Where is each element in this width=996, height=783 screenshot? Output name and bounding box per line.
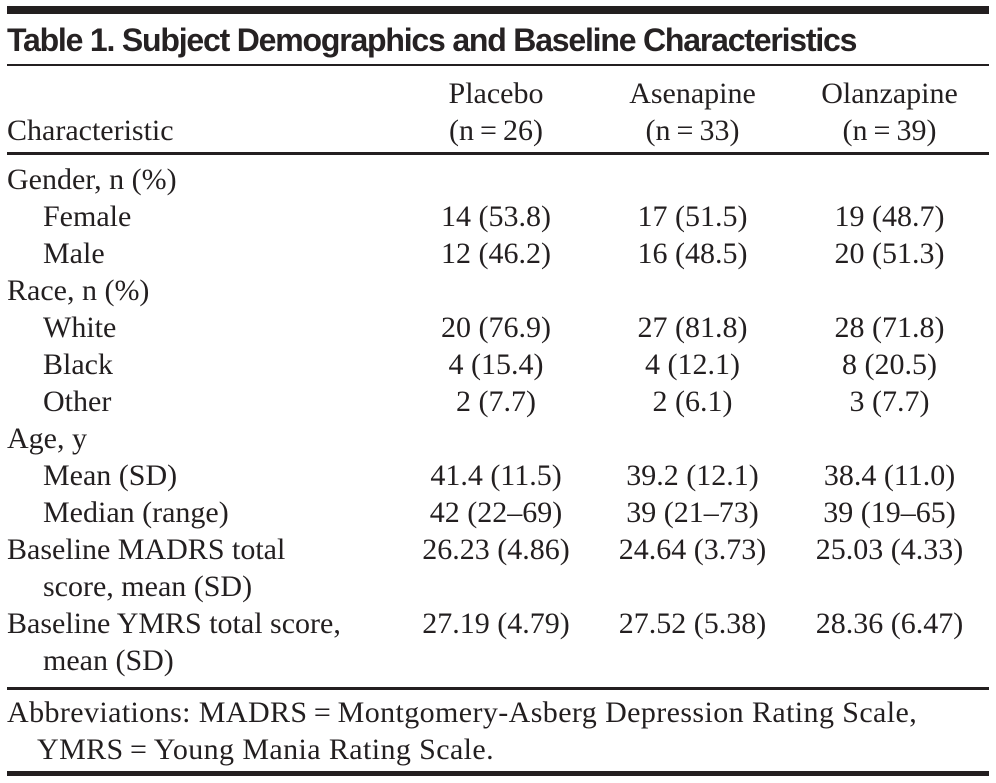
row-label: Gender, n (%) [7, 163, 177, 196]
cell-placebo: 42 (22–69) [429, 496, 563, 529]
abbreviations-footnote: Abbreviations: MADRS = Montgomery-Asberg… [7, 696, 918, 766]
cell-asenapine: 27 (81.8) [637, 311, 748, 344]
table-title: Table 1. Subject Demographics and Baseli… [7, 22, 857, 58]
row-label: Mean (SD) [43, 459, 178, 492]
table-row-gender-group: Gender, n (%) [7, 154, 989, 199]
cell-asenapine: 16 (48.5) [637, 237, 748, 270]
cell-olanzapine: 20 (51.3) [834, 237, 945, 270]
header-row: Characteristic Placebo (n = 26) Asenapin… [7, 66, 989, 155]
column-header-olanzapine-label: Olanzapine [821, 77, 958, 110]
cell-olanzapine [790, 272, 989, 309]
cell-placebo: 27.19 (4.79) [422, 607, 570, 640]
row-label: Median (range) [43, 496, 229, 529]
cell-olanzapine: 38.4 (11.0) [823, 459, 956, 492]
row-label: Female [43, 200, 132, 233]
cell-placebo: 4 (15.4) [448, 348, 544, 381]
demographics-table: Characteristic Placebo (n = 26) Asenapin… [7, 66, 989, 687]
cell-asenapine: 2 (6.1) [652, 385, 733, 418]
cell-placebo: 26.23 (4.86) [422, 533, 570, 566]
column-header-characteristic: Characteristic [7, 66, 397, 155]
cell-placebo: 12 (46.2) [441, 237, 551, 270]
cell-asenapine [595, 154, 790, 199]
cell-olanzapine: 39 (19–65) [823, 496, 956, 529]
column-header-olanzapine: Olanzapine (n = 39) [790, 66, 989, 155]
cell-olanzapine [790, 154, 989, 199]
row-label: Baseline YMRS total score, mean (SD) [7, 607, 341, 677]
cell-olanzapine: 28.36 (6.47) [815, 607, 964, 640]
row-label: Baseline MADRS total score, mean (SD) [7, 533, 286, 603]
column-header-asenapine: Asenapine (n = 33) [595, 66, 790, 155]
cell-placebo [397, 154, 595, 199]
cell-asenapine [595, 272, 790, 309]
column-header-placebo-n: (n = 26) [449, 114, 543, 147]
cell-placebo: 14 (53.8) [441, 200, 551, 233]
table-row-age-mean: Mean (SD) 41.4 (11.5) 39.2 (12.1) 38.4 (… [7, 457, 989, 494]
row-label: Age, y [7, 422, 87, 455]
table-body: Gender, n (%) Female 14 (53.8) 17 (51.5)… [7, 154, 989, 688]
top-rule [7, 6, 989, 14]
cell-placebo: 41.4 (11.5) [430, 459, 562, 492]
cell-olanzapine: 19 (48.7) [834, 200, 945, 233]
table-row-madrs: Baseline MADRS total score, mean (SD) 26… [7, 531, 989, 605]
cell-asenapine: 4 (12.1) [645, 348, 740, 381]
cell-olanzapine: 8 (20.5) [842, 348, 937, 381]
title-rule [7, 64, 989, 66]
cell-asenapine: 39 (21–73) [626, 496, 759, 529]
row-label: Race, n (%) [7, 274, 150, 307]
table-row-male: Male 12 (46.2) 16 (48.5) 20 (51.3) [7, 235, 989, 272]
cell-asenapine: 17 (51.5) [637, 200, 748, 233]
column-header-olanzapine-n: (n = 39) [842, 114, 937, 147]
footnote-rule [7, 687, 989, 690]
cell-placebo: 2 (7.7) [456, 385, 536, 418]
table-row-female: Female 14 (53.8) 17 (51.5) 19 (48.7) [7, 198, 989, 235]
column-header-placebo: Placebo (n = 26) [397, 66, 595, 155]
cell-asenapine: 39.2 (12.1) [626, 459, 759, 492]
cell-placebo [397, 272, 595, 309]
table-header: Characteristic Placebo (n = 26) Asenapin… [7, 66, 989, 155]
cell-placebo: 20 (76.9) [441, 311, 551, 344]
row-label: Black [43, 348, 113, 381]
table-row-black: Black 4 (15.4) 4 (12.1) 8 (20.5) [7, 346, 989, 383]
column-header-asenapine-label: Asenapine [629, 77, 756, 110]
row-label: Other [43, 385, 112, 418]
table-row-age-median: Median (range) 42 (22–69) 39 (21–73) 39 … [7, 494, 989, 531]
cell-asenapine: 24.64 (3.73) [618, 533, 767, 566]
row-label: Male [43, 237, 105, 270]
cell-olanzapine: 28 (71.8) [834, 311, 945, 344]
row-label: White [43, 311, 117, 344]
table-row-ymrs: Baseline YMRS total score, mean (SD) 27.… [7, 605, 989, 687]
column-header-asenapine-n: (n = 33) [645, 114, 740, 147]
table-row-other: Other 2 (7.7) 2 (6.1) 3 (7.7) [7, 383, 989, 420]
table-row-white: White 20 (76.9) 27 (81.8) 28 (71.8) [7, 309, 989, 346]
column-header-placebo-label: Placebo [448, 77, 544, 110]
cell-asenapine: 27.52 (5.38) [618, 607, 767, 640]
cell-placebo [397, 420, 595, 457]
cell-olanzapine: 25.03 (4.33) [815, 533, 964, 566]
table-row-age-group: Age, y [7, 420, 989, 457]
cell-asenapine [595, 420, 790, 457]
cell-olanzapine [790, 420, 989, 457]
table-row-race-group: Race, n (%) [7, 272, 989, 309]
cell-olanzapine: 3 (7.7) [849, 385, 930, 418]
bottom-rule [7, 771, 989, 776]
